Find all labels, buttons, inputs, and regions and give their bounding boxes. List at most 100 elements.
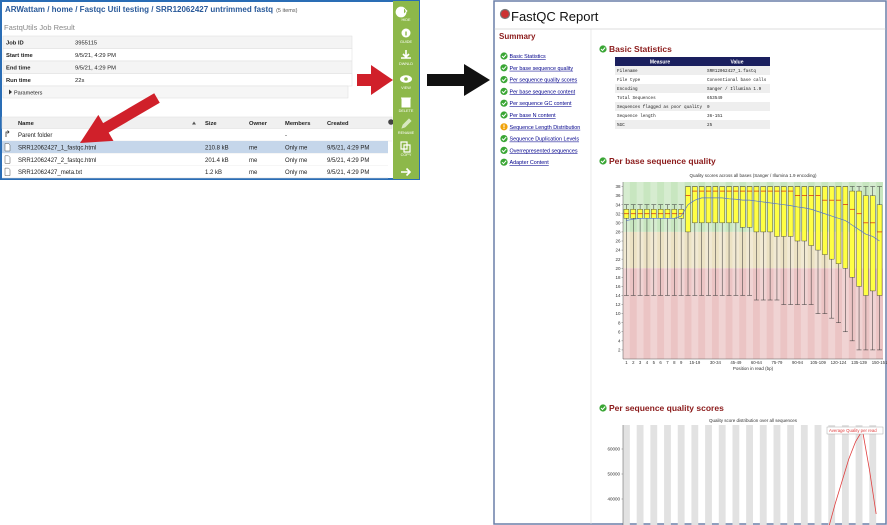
action-label[interactable]: HIDE xyxy=(401,18,411,22)
box xyxy=(699,186,705,224)
x-tick-label: 60-64 xyxy=(751,360,763,365)
check-glyph xyxy=(501,113,507,118)
status-icon xyxy=(500,135,508,143)
box xyxy=(692,186,698,224)
copy-icon xyxy=(400,141,411,153)
stats-row xyxy=(615,84,770,93)
file-cell: SRR12062427_1_fastqc.html xyxy=(18,146,96,152)
box xyxy=(835,186,842,264)
summary-link[interactable]: Adapter Content xyxy=(510,160,550,166)
check-glyph xyxy=(600,406,606,411)
action-label[interactable]: DWNLD xyxy=(399,62,413,66)
y-tick-label: 60000 xyxy=(607,447,620,452)
summary-link[interactable]: Per sequence GC content xyxy=(510,101,573,107)
chart-title: Quality score distribution over all sequ… xyxy=(709,418,798,423)
stats-row xyxy=(615,120,770,129)
file-icon xyxy=(4,143,11,152)
action-label[interactable]: DELETE xyxy=(399,109,414,113)
x-axis-title: Position in read (bp) xyxy=(733,366,774,371)
x-tick-label: 30-34 xyxy=(710,360,722,365)
action-label[interactable]: COPY xyxy=(401,153,412,157)
logo xyxy=(499,8,511,20)
box xyxy=(794,186,801,242)
legend-box xyxy=(826,426,884,435)
y-tick-label: 12 xyxy=(615,302,621,307)
summary-link[interactable]: Sequence Length Distribution xyxy=(510,125,581,131)
box xyxy=(712,186,719,224)
box xyxy=(705,186,712,224)
summary-link[interactable]: Per base N content xyxy=(510,113,557,119)
box xyxy=(822,186,828,255)
x-tick-label: 15-19 xyxy=(689,360,701,365)
stats-cell: 653549 xyxy=(707,96,723,101)
summary-link[interactable]: Per sequence quality scores xyxy=(510,78,578,84)
stats-cell: Total Sequences xyxy=(617,96,656,101)
mean-line xyxy=(626,197,880,242)
x-tick-label: 9 xyxy=(680,360,683,365)
box xyxy=(753,186,760,233)
file-row[interactable] xyxy=(2,165,388,178)
parent-folder[interactable]: Parent folder xyxy=(18,133,52,139)
rename-icon xyxy=(401,118,412,129)
column-stripe xyxy=(787,425,795,525)
column-stripe xyxy=(705,425,712,525)
summary-link[interactable]: Basic Statistics xyxy=(510,54,547,60)
next-icon xyxy=(401,167,412,177)
box xyxy=(787,186,794,237)
status-icon xyxy=(500,52,508,60)
breadcrumb: ARWattam / home / Fastqc Util testing / … xyxy=(5,5,298,14)
parameters-label: Parameters xyxy=(14,91,43,97)
check-glyph xyxy=(501,101,507,106)
y-tick-label: 30 xyxy=(615,220,621,225)
y-tick-label: 6 xyxy=(618,329,621,334)
stats-column: Measure xyxy=(650,60,671,66)
column-stripe xyxy=(841,425,849,525)
box xyxy=(740,186,746,228)
stats-row xyxy=(615,66,770,75)
file-cell: 9/5/21, 4:29 PM xyxy=(327,158,369,164)
column-header: Size xyxy=(205,121,217,127)
file-cell: me xyxy=(249,170,258,176)
column-stripe xyxy=(855,425,863,525)
job-label: Start time xyxy=(6,53,34,59)
stats-cell: 0 xyxy=(707,105,710,110)
status-icon xyxy=(599,157,607,165)
summary-title: Summary xyxy=(499,32,536,41)
file-row[interactable] xyxy=(2,153,388,166)
action-label[interactable]: VIEW xyxy=(401,86,411,90)
check-glyph xyxy=(501,77,507,82)
y-tick-label: 34 xyxy=(615,202,621,207)
box xyxy=(863,195,869,296)
action-label[interactable]: GUIDE xyxy=(400,40,412,44)
job-row xyxy=(2,48,353,62)
status-icon xyxy=(500,158,508,166)
section-heading: Per sequence quality scores xyxy=(609,403,724,413)
parameters-row[interactable] xyxy=(2,85,349,99)
y-tick-label: 40000 xyxy=(607,497,620,502)
check-glyph xyxy=(501,89,507,94)
file-row[interactable] xyxy=(2,141,388,154)
column-stripe xyxy=(691,425,699,525)
download-icon xyxy=(401,50,411,59)
guide-glyph xyxy=(405,31,407,36)
summary-link[interactable]: Per base sequence content xyxy=(510,89,576,95)
summary-link[interactable]: Per base sequence quality xyxy=(510,66,574,72)
status-icon xyxy=(500,76,508,84)
file-cell: 210.8 kB xyxy=(205,146,229,152)
action-label[interactable]: RENAME xyxy=(398,131,415,135)
breadcrumb-path[interactable]: ARWattam / home / Fastqc Util testing / … xyxy=(5,5,273,14)
column-header: Created xyxy=(327,121,349,127)
x-tick-label: 135-139 xyxy=(851,360,867,365)
x-tick-label: 75-79 xyxy=(771,360,783,365)
summary-link[interactable]: Sequence Duplication Levels xyxy=(510,137,580,143)
report-title: FastQC Report xyxy=(511,9,599,24)
file-cell: 1.2 kB xyxy=(205,170,222,176)
summary-link[interactable]: Overrepresented sequences xyxy=(510,148,578,154)
y-tick-label: 24 xyxy=(615,248,621,253)
status-icon xyxy=(500,87,508,95)
column-stripe xyxy=(732,425,740,525)
stats-cell: Encoding xyxy=(617,87,638,92)
job-row xyxy=(2,60,353,74)
status-icon xyxy=(599,404,607,412)
